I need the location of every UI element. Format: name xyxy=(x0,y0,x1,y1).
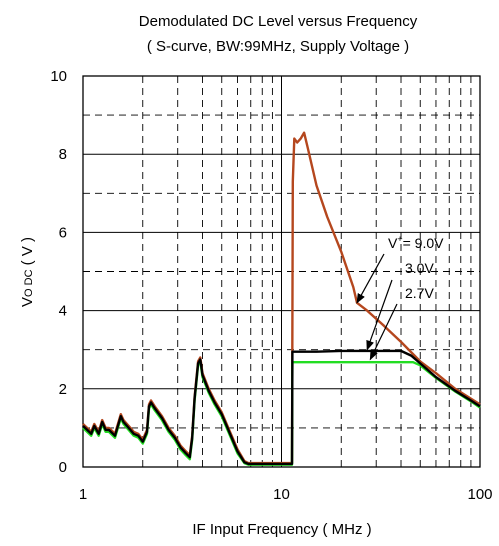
chart-subtitle: ( S-curve, BW:99MHz, Supply Voltage ) xyxy=(147,38,409,55)
annotation-arrow xyxy=(369,303,398,361)
y-tick-label: 4 xyxy=(59,303,67,320)
annotations: V+= 9.0V 3.0V 2.7V xyxy=(356,234,444,361)
annotation-label: V+= 9.0V xyxy=(388,234,444,251)
y-tick-label: 6 xyxy=(59,224,67,241)
x-tick-label: 10 xyxy=(273,486,290,503)
annotation-label: 3.0V xyxy=(405,260,434,276)
y-axis-label: VO DC ( V ) xyxy=(19,237,36,307)
plot-frame xyxy=(82,75,481,468)
series-line-3-0V xyxy=(82,349,481,466)
y-tick-label: 0 xyxy=(59,459,67,476)
grid xyxy=(83,76,480,467)
x-axis-label: IF Input Frequency ( MHz ) xyxy=(192,521,371,538)
series-lines xyxy=(82,131,481,466)
y-tick-label: 10 xyxy=(50,68,67,85)
annotation-arrow xyxy=(356,253,385,304)
y-tick-label: 8 xyxy=(59,146,67,163)
y-axis-label-sub: O DC xyxy=(23,269,35,297)
y-tick-label: 2 xyxy=(59,381,67,398)
annotation-label: 2.7V xyxy=(405,285,434,301)
chart-title: Demodulated DC Level versus Frequency xyxy=(139,13,418,30)
tick-labels: 0 2 4 6 8 10 1 10 100 xyxy=(50,68,492,503)
annotation-arrow xyxy=(366,279,393,351)
x-tick-label: 1 xyxy=(79,486,87,503)
y-axis-label-main: V xyxy=(19,297,36,307)
y-axis-label-unit: ( V ) xyxy=(19,237,36,270)
x-tick-label: 100 xyxy=(467,486,492,503)
